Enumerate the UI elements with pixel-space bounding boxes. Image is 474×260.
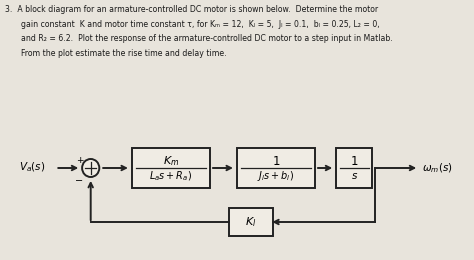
Text: −: − <box>75 176 83 186</box>
Text: $K_l$: $K_l$ <box>246 215 257 229</box>
FancyBboxPatch shape <box>336 148 373 188</box>
Text: $V_a(s)$: $V_a(s)$ <box>19 160 46 174</box>
FancyBboxPatch shape <box>132 148 210 188</box>
Text: $\omega_m(s)$: $\omega_m(s)$ <box>422 161 453 175</box>
Text: 3.  A block diagram for an armature-controlled DC motor is shown below.  Determi: 3. A block diagram for an armature-contr… <box>5 5 378 14</box>
FancyBboxPatch shape <box>237 148 315 188</box>
Text: +: + <box>76 155 84 165</box>
Text: $J_ls + b_l)$: $J_ls + b_l)$ <box>257 169 294 183</box>
Circle shape <box>82 159 99 177</box>
FancyBboxPatch shape <box>229 208 273 236</box>
Text: $s$: $s$ <box>351 171 358 181</box>
Text: $K_m$: $K_m$ <box>163 154 179 168</box>
Text: gain constant  K and motor time constant τ, for Kₘ = 12,  Kₗ = 5,  Jₗ = 0.1,  bₗ: gain constant K and motor time constant … <box>21 20 380 29</box>
Text: $1$: $1$ <box>350 154 358 167</box>
Text: $L_as + R_a)$: $L_as + R_a)$ <box>149 169 192 183</box>
Text: From the plot estimate the rise time and delay time.: From the plot estimate the rise time and… <box>21 49 227 57</box>
Text: $1$: $1$ <box>272 154 280 167</box>
Text: and R₂ = 6.2.  Plot the response of the armature-controlled DC motor to a step i: and R₂ = 6.2. Plot the response of the a… <box>21 34 393 43</box>
